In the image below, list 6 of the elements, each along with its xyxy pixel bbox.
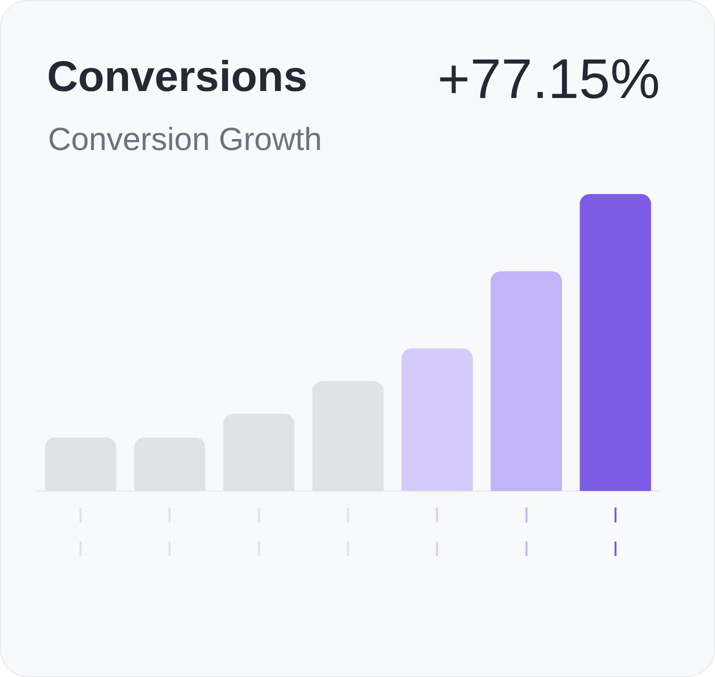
chart-subtitle: Conversion Growth <box>48 121 322 157</box>
bar <box>490 271 562 491</box>
text: +77.15% <box>437 47 660 110</box>
chart-title: Conversions <box>47 53 308 101</box>
bar <box>580 194 652 491</box>
bar <box>401 348 473 491</box>
